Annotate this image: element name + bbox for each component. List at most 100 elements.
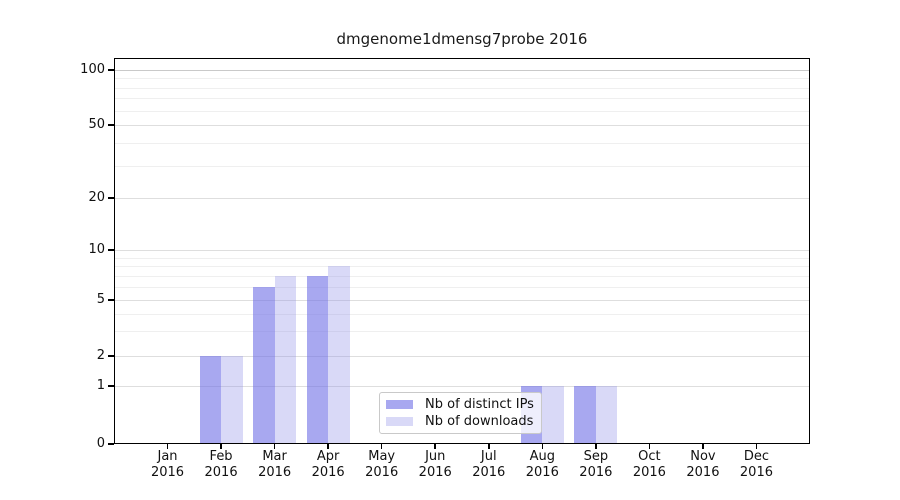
year-label: 2016	[579, 464, 613, 480]
month-label: Feb	[209, 449, 233, 464]
chart-title: dmgenome1dmensg7probe 2016	[336, 30, 588, 48]
x-axis-tick	[702, 444, 704, 449]
year-label: 2016	[632, 464, 666, 480]
x-tick-label: Dec 2016	[724, 449, 788, 480]
year-label: 2016	[525, 464, 559, 480]
gridline-minor	[114, 275, 810, 277]
y-tick-label: 5	[96, 292, 105, 307]
gridline-major	[114, 356, 810, 357]
gridline-major	[114, 70, 810, 71]
x-tick-label: Jan 2016	[136, 449, 200, 480]
gridline-minor	[114, 331, 810, 333]
y-tick-label: 0	[96, 436, 105, 451]
year-label: 2016	[150, 464, 185, 480]
y-tick-label: 100	[80, 62, 105, 77]
legend-item-label: Nb of downloads	[425, 413, 534, 429]
y-tick-label: 1	[96, 378, 105, 393]
y-axis-tick	[108, 197, 114, 199]
x-tick-label: Oct 2016	[617, 449, 681, 480]
y-axis-tick	[108, 299, 114, 301]
x-axis-tick	[648, 444, 651, 449]
bar-nb-of-downloads-aug	[542, 386, 564, 444]
x-tick-label: Sep 2016	[564, 449, 628, 480]
month-label: Jul	[480, 449, 497, 464]
gridline-major	[114, 125, 810, 126]
year-label: 2016	[204, 464, 238, 480]
month-label: Aug	[529, 449, 555, 464]
x-tick-label: Jul 2016	[457, 449, 521, 480]
y-axis-tick	[108, 69, 114, 71]
x-tick-label: Mar 2016	[243, 449, 307, 480]
year-label: 2016	[258, 464, 292, 480]
x-axis-tick	[220, 444, 222, 449]
x-axis-tick	[488, 444, 490, 449]
month-label: Oct	[638, 449, 661, 464]
legend-item-label: Nb of distinct IPs	[425, 397, 534, 413]
gridline-major	[114, 198, 810, 199]
legend-swatch-icon	[386, 416, 413, 426]
gridline-minor	[114, 266, 810, 268]
gridline-minor	[114, 313, 810, 315]
x-axis-tick	[327, 444, 329, 449]
bar-nb-of-downloads-mar	[274, 275, 297, 444]
plot-frame	[114, 58, 810, 444]
x-axis-tick	[541, 444, 544, 449]
bar-nb-of-downloads-sep	[595, 386, 618, 444]
year-label: 2016	[472, 464, 506, 480]
x-axis-tick	[273, 444, 276, 449]
month-label: Apr	[316, 449, 340, 464]
x-tick-label: Nov 2016	[671, 449, 735, 480]
gridline-minor	[114, 110, 810, 112]
year-label: 2016	[686, 464, 720, 480]
month-label: Dec	[743, 449, 770, 464]
month-label: May	[368, 449, 396, 464]
y-tick-label: 2	[96, 348, 105, 363]
y-axis-tick	[108, 249, 114, 251]
x-tick-label: Jun 2016	[403, 449, 467, 480]
y-axis-tick	[108, 385, 114, 387]
month-label: Jan	[157, 449, 178, 464]
month-label: Nov	[690, 449, 716, 464]
bar-nb-of-distinct-ips-mar	[253, 286, 275, 444]
y-axis-tick	[108, 124, 114, 126]
legend-swatch-icon	[386, 400, 413, 410]
gridline-minor	[114, 257, 810, 259]
legend-item: Nb of downloads	[386, 414, 533, 429]
x-axis-tick	[380, 444, 383, 449]
gridline-major	[114, 300, 810, 301]
bar-nb-of-downloads-apr	[328, 266, 350, 444]
x-axis-tick	[595, 444, 597, 449]
x-tick-label: Aug 2016	[510, 449, 574, 480]
y-axis-tick	[108, 355, 114, 357]
month-label: Sep	[583, 449, 609, 464]
y-tick-label: 20	[88, 190, 105, 205]
y-tick-label: 10	[88, 242, 105, 257]
gridline-minor	[114, 78, 810, 80]
y-axis-tick	[108, 443, 114, 445]
gridline-major	[114, 386, 810, 387]
bar-nb-of-distinct-ips-feb	[199, 356, 222, 444]
x-axis-tick	[434, 444, 436, 449]
month-label: Jun	[425, 449, 446, 464]
x-tick-label: Feb 2016	[189, 449, 253, 480]
x-axis-tick	[166, 444, 169, 449]
month-label: Mar	[262, 449, 287, 464]
gridline-major	[114, 250, 810, 251]
year-label: 2016	[739, 464, 773, 480]
gridline-minor	[114, 142, 810, 144]
legend: Nb of distinct IPs Nb of downloads	[379, 392, 542, 434]
year-label: 2016	[365, 464, 399, 480]
gridline-minor	[114, 87, 810, 89]
gridline-minor	[114, 286, 810, 288]
bar-nb-of-downloads-feb	[221, 356, 243, 444]
y-tick-label: 50	[88, 117, 105, 132]
bar-nb-of-distinct-ips-apr	[306, 275, 329, 444]
x-axis-tick	[755, 444, 758, 449]
year-label: 2016	[418, 464, 452, 480]
gridline-minor	[114, 165, 810, 167]
legend-item: Nb of distinct IPs	[386, 397, 534, 413]
x-tick-label: Apr 2016	[296, 449, 360, 480]
bar-nb-of-distinct-ips-sep	[574, 386, 596, 444]
year-label: 2016	[311, 464, 345, 480]
